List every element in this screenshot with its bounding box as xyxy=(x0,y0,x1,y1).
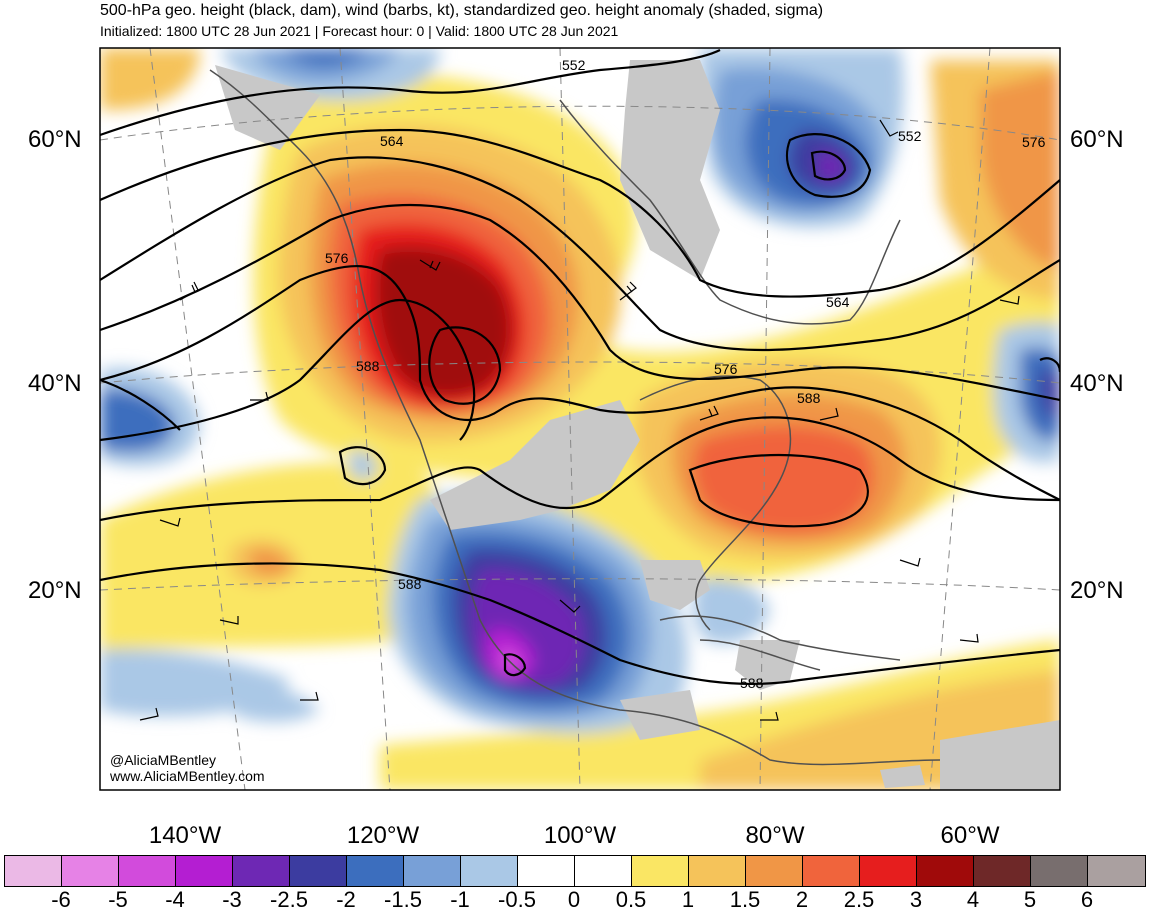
colorbar xyxy=(4,855,1146,887)
lat-label-left-60n: 60°N xyxy=(28,126,82,153)
colorbar-tick-label: -4 xyxy=(165,887,185,912)
lat-label-right-40n: 40°N xyxy=(1070,370,1124,397)
lon-label-140w: 140°W xyxy=(148,822,222,849)
colorbar-swatch xyxy=(860,856,917,886)
graticule xyxy=(100,48,1060,790)
colorbar-swatch xyxy=(917,856,974,886)
colorbar-swatch xyxy=(1031,856,1088,886)
lat-label-right-60n: 60°N xyxy=(1070,126,1124,153)
colorbar-tick-label: -5 xyxy=(108,887,128,912)
colorbar-tick-label: 1.5 xyxy=(729,887,761,912)
contour-label: 552 xyxy=(898,128,922,144)
contour-label: 552 xyxy=(562,57,586,73)
contour-label: 576 xyxy=(714,361,738,377)
lon-label-100w: 100°W xyxy=(543,822,617,849)
map-subtitle: Initialized: 1800 UTC 28 Jun 2021 | Fore… xyxy=(100,23,619,39)
colorbar-tick-label: 2.5 xyxy=(843,887,875,912)
wind-barbs xyxy=(139,119,1020,721)
contour-label: 576 xyxy=(1022,134,1046,150)
colorbar-swatch xyxy=(62,856,119,886)
colorbar-tick-label: 4 xyxy=(966,887,980,912)
colorbar-tick-label: 0 xyxy=(567,887,581,912)
colorbar-swatch xyxy=(518,856,575,886)
colorbar-tick-label: 1 xyxy=(681,887,695,912)
credit-handle: @AliciaMBentley xyxy=(110,752,217,768)
colorbar-swatch xyxy=(974,856,1031,886)
anomaly-shading xyxy=(100,48,1060,790)
contour-label: 576 xyxy=(325,250,349,266)
colorbar-swatch xyxy=(461,856,518,886)
colorbar-tick-label: -3 xyxy=(222,887,242,912)
land-mask xyxy=(215,60,1060,790)
contour-label: 588 xyxy=(398,576,422,592)
colorbar-swatch xyxy=(575,856,632,886)
colorbar-tick-label: 3 xyxy=(909,887,923,912)
contour-label: 588 xyxy=(740,675,764,691)
colorbar-swatch xyxy=(803,856,860,886)
colorbar-tick-label: 2 xyxy=(795,887,809,912)
colorbar-swatch xyxy=(176,856,233,886)
colorbar-swatch xyxy=(5,856,62,886)
colorbar-swatch xyxy=(632,856,689,886)
colorbar-tick-label: -1 xyxy=(450,887,470,912)
lon-label-60w: 60°W xyxy=(940,822,1000,849)
colorbar-swatch xyxy=(233,856,290,886)
colorbar-tick-label: -1.5 xyxy=(384,887,422,912)
contour-label: 564 xyxy=(380,133,404,149)
map-title: 500-hPa geo. height (black, dam), wind (… xyxy=(100,2,824,19)
lat-label-right-20n: 20°N xyxy=(1070,577,1124,604)
height-contours xyxy=(100,49,1060,686)
contour-label: 564 xyxy=(826,294,850,310)
credit-website: www.AliciaMBentley.com xyxy=(110,768,265,784)
colorbar-tick-label: -2.5 xyxy=(270,887,308,912)
colorbar-swatch xyxy=(689,856,746,886)
map-frame xyxy=(99,47,1061,791)
colorbar-tick-label: -6 xyxy=(51,887,71,912)
contour-label-group: 552 552 564 564 576 576 576 588 588 588 … xyxy=(325,57,1046,691)
colorbar-tick-label: 0.5 xyxy=(615,887,647,912)
coastlines xyxy=(209,69,941,766)
contour-label: 588 xyxy=(356,358,380,374)
lat-label-left-20n: 20°N xyxy=(28,577,82,604)
colorbar-swatch xyxy=(290,856,347,886)
contour-label: 588 xyxy=(797,390,821,406)
colorbar-swatch xyxy=(119,856,176,886)
colorbar-swatch xyxy=(1088,856,1145,886)
colorbar-swatch xyxy=(404,856,461,886)
colorbar-swatch xyxy=(746,856,803,886)
colorbar-tick-label: 6 xyxy=(1080,887,1094,912)
lon-label-80w: 80°W xyxy=(745,822,805,849)
colorbar-tick-label: -0.5 xyxy=(498,887,536,912)
colorbar-swatch xyxy=(347,856,404,886)
colorbar-tick-label: -2 xyxy=(336,887,356,912)
colorbar-tick-label: 5 xyxy=(1023,887,1037,912)
lon-label-120w: 120°W xyxy=(346,822,420,849)
lat-label-left-40n: 40°N xyxy=(28,370,82,397)
